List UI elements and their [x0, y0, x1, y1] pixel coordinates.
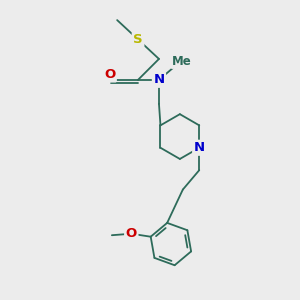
Text: S: S: [133, 33, 143, 46]
Text: O: O: [126, 227, 137, 240]
Text: Me: Me: [172, 55, 192, 68]
Text: O: O: [104, 68, 115, 81]
Text: N: N: [153, 73, 164, 86]
Text: N: N: [194, 141, 205, 154]
